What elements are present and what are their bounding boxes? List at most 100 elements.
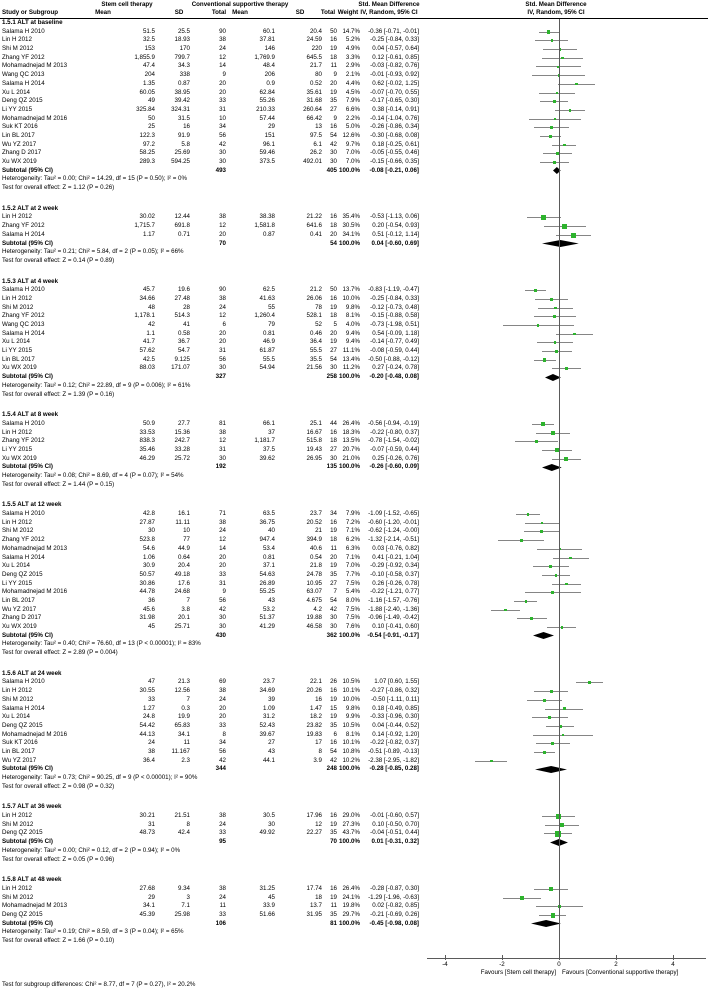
total-group2: 20 xyxy=(330,329,337,337)
smd-ci-text: -0.22 [-1.21, 0.77] xyxy=(370,588,419,596)
smd-ci-text: 0.10 [-0.41, 0.60] xyxy=(372,623,419,630)
sd-group1: 0.71 xyxy=(177,230,190,238)
subtotal-total-group2: 362 xyxy=(326,631,337,639)
effect-marker xyxy=(548,716,552,719)
total-group2: 18 xyxy=(330,536,337,544)
total-group2: 35 xyxy=(330,829,337,837)
effect-marker xyxy=(557,74,560,77)
study-name: Lin H 2012 xyxy=(2,884,32,892)
total-group2: 50 xyxy=(330,286,337,294)
mean-group1: 60.05 xyxy=(139,88,155,96)
subtotal-row: Subtotal (95% CI) 344 248 100.0% -0.28 [-0.8… xyxy=(0,765,708,774)
sd-group2: 3.9 xyxy=(313,756,322,764)
heterogeneity-row: Heterogeneity: Tau² = 0.73; Chi² = 90.25… xyxy=(0,774,708,783)
subtotal-total-group1: 344 xyxy=(215,765,226,773)
total-group1: 31 xyxy=(219,347,226,355)
mean-group2: 66.1 xyxy=(262,419,275,427)
sd-group2: 23.7 xyxy=(309,510,322,518)
total-group2: 7 xyxy=(333,588,337,596)
study-name: Shi M 2012 xyxy=(2,303,34,311)
overall-effect-text: Test for overall effect: Z = 1.12 (P = 0… xyxy=(2,184,115,192)
study-row: Salama H 2014 1.1 0.58 20 0.81 0.46 20 9.4% 0.54… xyxy=(0,330,708,339)
weight-value: 7.0% xyxy=(345,149,360,157)
study-name: Mohamadnejad M 2013 xyxy=(2,544,68,552)
smd-ci-text: -0.50 [-1.11, 0.11] xyxy=(371,695,419,703)
effect-marker xyxy=(554,830,561,837)
total-group1: 20 xyxy=(219,553,226,561)
sd-group2: 4.675 xyxy=(306,596,322,604)
study-row: Deng QZ 2015 48.73 42.4 33 49.92 22.27 35 43.7%… xyxy=(0,829,708,838)
subtotal-weight: 100.0% xyxy=(339,838,360,846)
sd-group2: 0.54 xyxy=(309,553,322,561)
subtotal-ci-text: -0.28 [-0.85, 0.28] xyxy=(369,765,419,773)
total-group1: 33 xyxy=(219,721,226,729)
sd-group1: 18.93 xyxy=(174,36,190,44)
effect-marker xyxy=(560,626,564,629)
favours-left-label: Favours [Stem cell therapy] xyxy=(480,969,556,976)
weight-value: 8.0% xyxy=(345,596,360,604)
total-group1: 71 xyxy=(219,510,226,518)
smd-header-plot: Std. Mean Difference xyxy=(525,1,587,8)
smd-ci-text: -0.04 [-0.51, 0.44] xyxy=(370,829,419,837)
sd-group1: 54.7 xyxy=(177,347,190,355)
study-row: Mohamadnejad M 2013 54.6 44.9 14 53.4 40.6 11 6… xyxy=(0,545,708,554)
sd-group2: 8 xyxy=(318,747,322,755)
mean-group1: 30 xyxy=(148,527,155,535)
effect-marker xyxy=(572,332,576,336)
total-group2: 19 xyxy=(330,88,337,96)
sd-group2: 26.95 xyxy=(306,454,322,462)
subtotal-label: Subtotal (95% CI) xyxy=(2,373,53,381)
smd-ci-text: -0.62 [-1.24, -0.00] xyxy=(368,527,419,535)
smd-ci-text: 1.07 [0.60, 1.55] xyxy=(374,678,419,686)
total-group1: 24 xyxy=(219,303,226,311)
total-group1: 34 xyxy=(219,739,226,747)
mean-group1: 57.62 xyxy=(139,347,155,355)
total-group2: 16 xyxy=(330,123,337,131)
smd-ci-text: -0.28 [-0.87, 0.30] xyxy=(370,884,419,892)
study-name: Shi M 2012 xyxy=(2,695,34,703)
sd-group2: 22.27 xyxy=(306,829,322,837)
mean-group2: 30.5 xyxy=(262,812,275,820)
total-group1: 12 xyxy=(219,536,226,544)
smd-ci-text: 0.51 [-0.12, 1.14] xyxy=(372,230,419,238)
study-row: Xu WX 2019 46.29 25.72 30 39.62 26.95 30 21.0% 0… xyxy=(0,455,708,464)
mean-group1: 34.1 xyxy=(142,902,155,910)
study-name: Mohamadnejad M 2013 xyxy=(2,902,68,910)
mean-group1: 838.3 xyxy=(139,437,155,445)
sd-group1: 7 xyxy=(186,695,190,703)
effect-marker xyxy=(588,681,591,685)
study-name: Zhang YF 2012 xyxy=(2,312,45,320)
study-row: Lin H 2012 30.21 21.51 38 30.5 17.96 16 29.0% -0… xyxy=(0,812,708,821)
effect-marker xyxy=(561,56,564,60)
sd-group1: 65.83 xyxy=(174,721,190,729)
mean-group2: 37.5 xyxy=(262,445,275,453)
weight-value: 30.5% xyxy=(342,222,360,230)
sd-group2: 492.01 xyxy=(303,158,322,165)
weight-value: 29.0% xyxy=(342,812,360,820)
sd-group2: 0.52 xyxy=(309,79,322,87)
mean-group1: 35.46 xyxy=(139,445,155,453)
weight-value: 10.2% xyxy=(342,756,360,764)
study-name: Shi M 2012 xyxy=(2,820,34,828)
sd-group2: 528.1 xyxy=(306,312,322,320)
effect-marker xyxy=(550,912,556,918)
weight-value: 7.7% xyxy=(345,570,360,578)
study-row: Zhang YF 2012 1,178.1 514.3 12 1,260.4 528.1 1… xyxy=(0,312,708,321)
total-group2: 19 xyxy=(330,893,337,901)
effect-marker xyxy=(561,733,565,737)
study-row: Salama H 2010 51.5 25.5 90 60.1 20.4 50 14.7% -0… xyxy=(0,28,708,37)
sd-group2: 19.88 xyxy=(306,614,322,622)
total-group2: 18 xyxy=(330,312,337,320)
smd-ci-text: -0.14 [-1.04, 0.76] xyxy=(370,114,419,122)
weight-value: 9.4% xyxy=(345,338,360,346)
study-name: Salama H 2010 xyxy=(2,419,45,427)
heterogeneity-row: Heterogeneity: Tau² = 0.08; Chi² = 8.69,… xyxy=(0,472,708,481)
smd-ci-text: -0.07 [-0.59, 0.44] xyxy=(370,445,419,453)
effect-marker xyxy=(562,707,566,711)
study-row: Mohamadnejad M 2013 34.1 7.1 11 33.9 13.7 11 19… xyxy=(0,902,708,911)
smd-ci-text: -0.78 [-1.54, -0.02] xyxy=(368,437,419,445)
study-row: Suk KT 2016 25 16 34 29 13 16 5.0% -0.26 [-0.86,… xyxy=(0,123,708,132)
mean-group2: 37 xyxy=(268,428,275,436)
mean-group1: 49 xyxy=(148,97,155,105)
sd-group1: 41 xyxy=(183,321,190,328)
